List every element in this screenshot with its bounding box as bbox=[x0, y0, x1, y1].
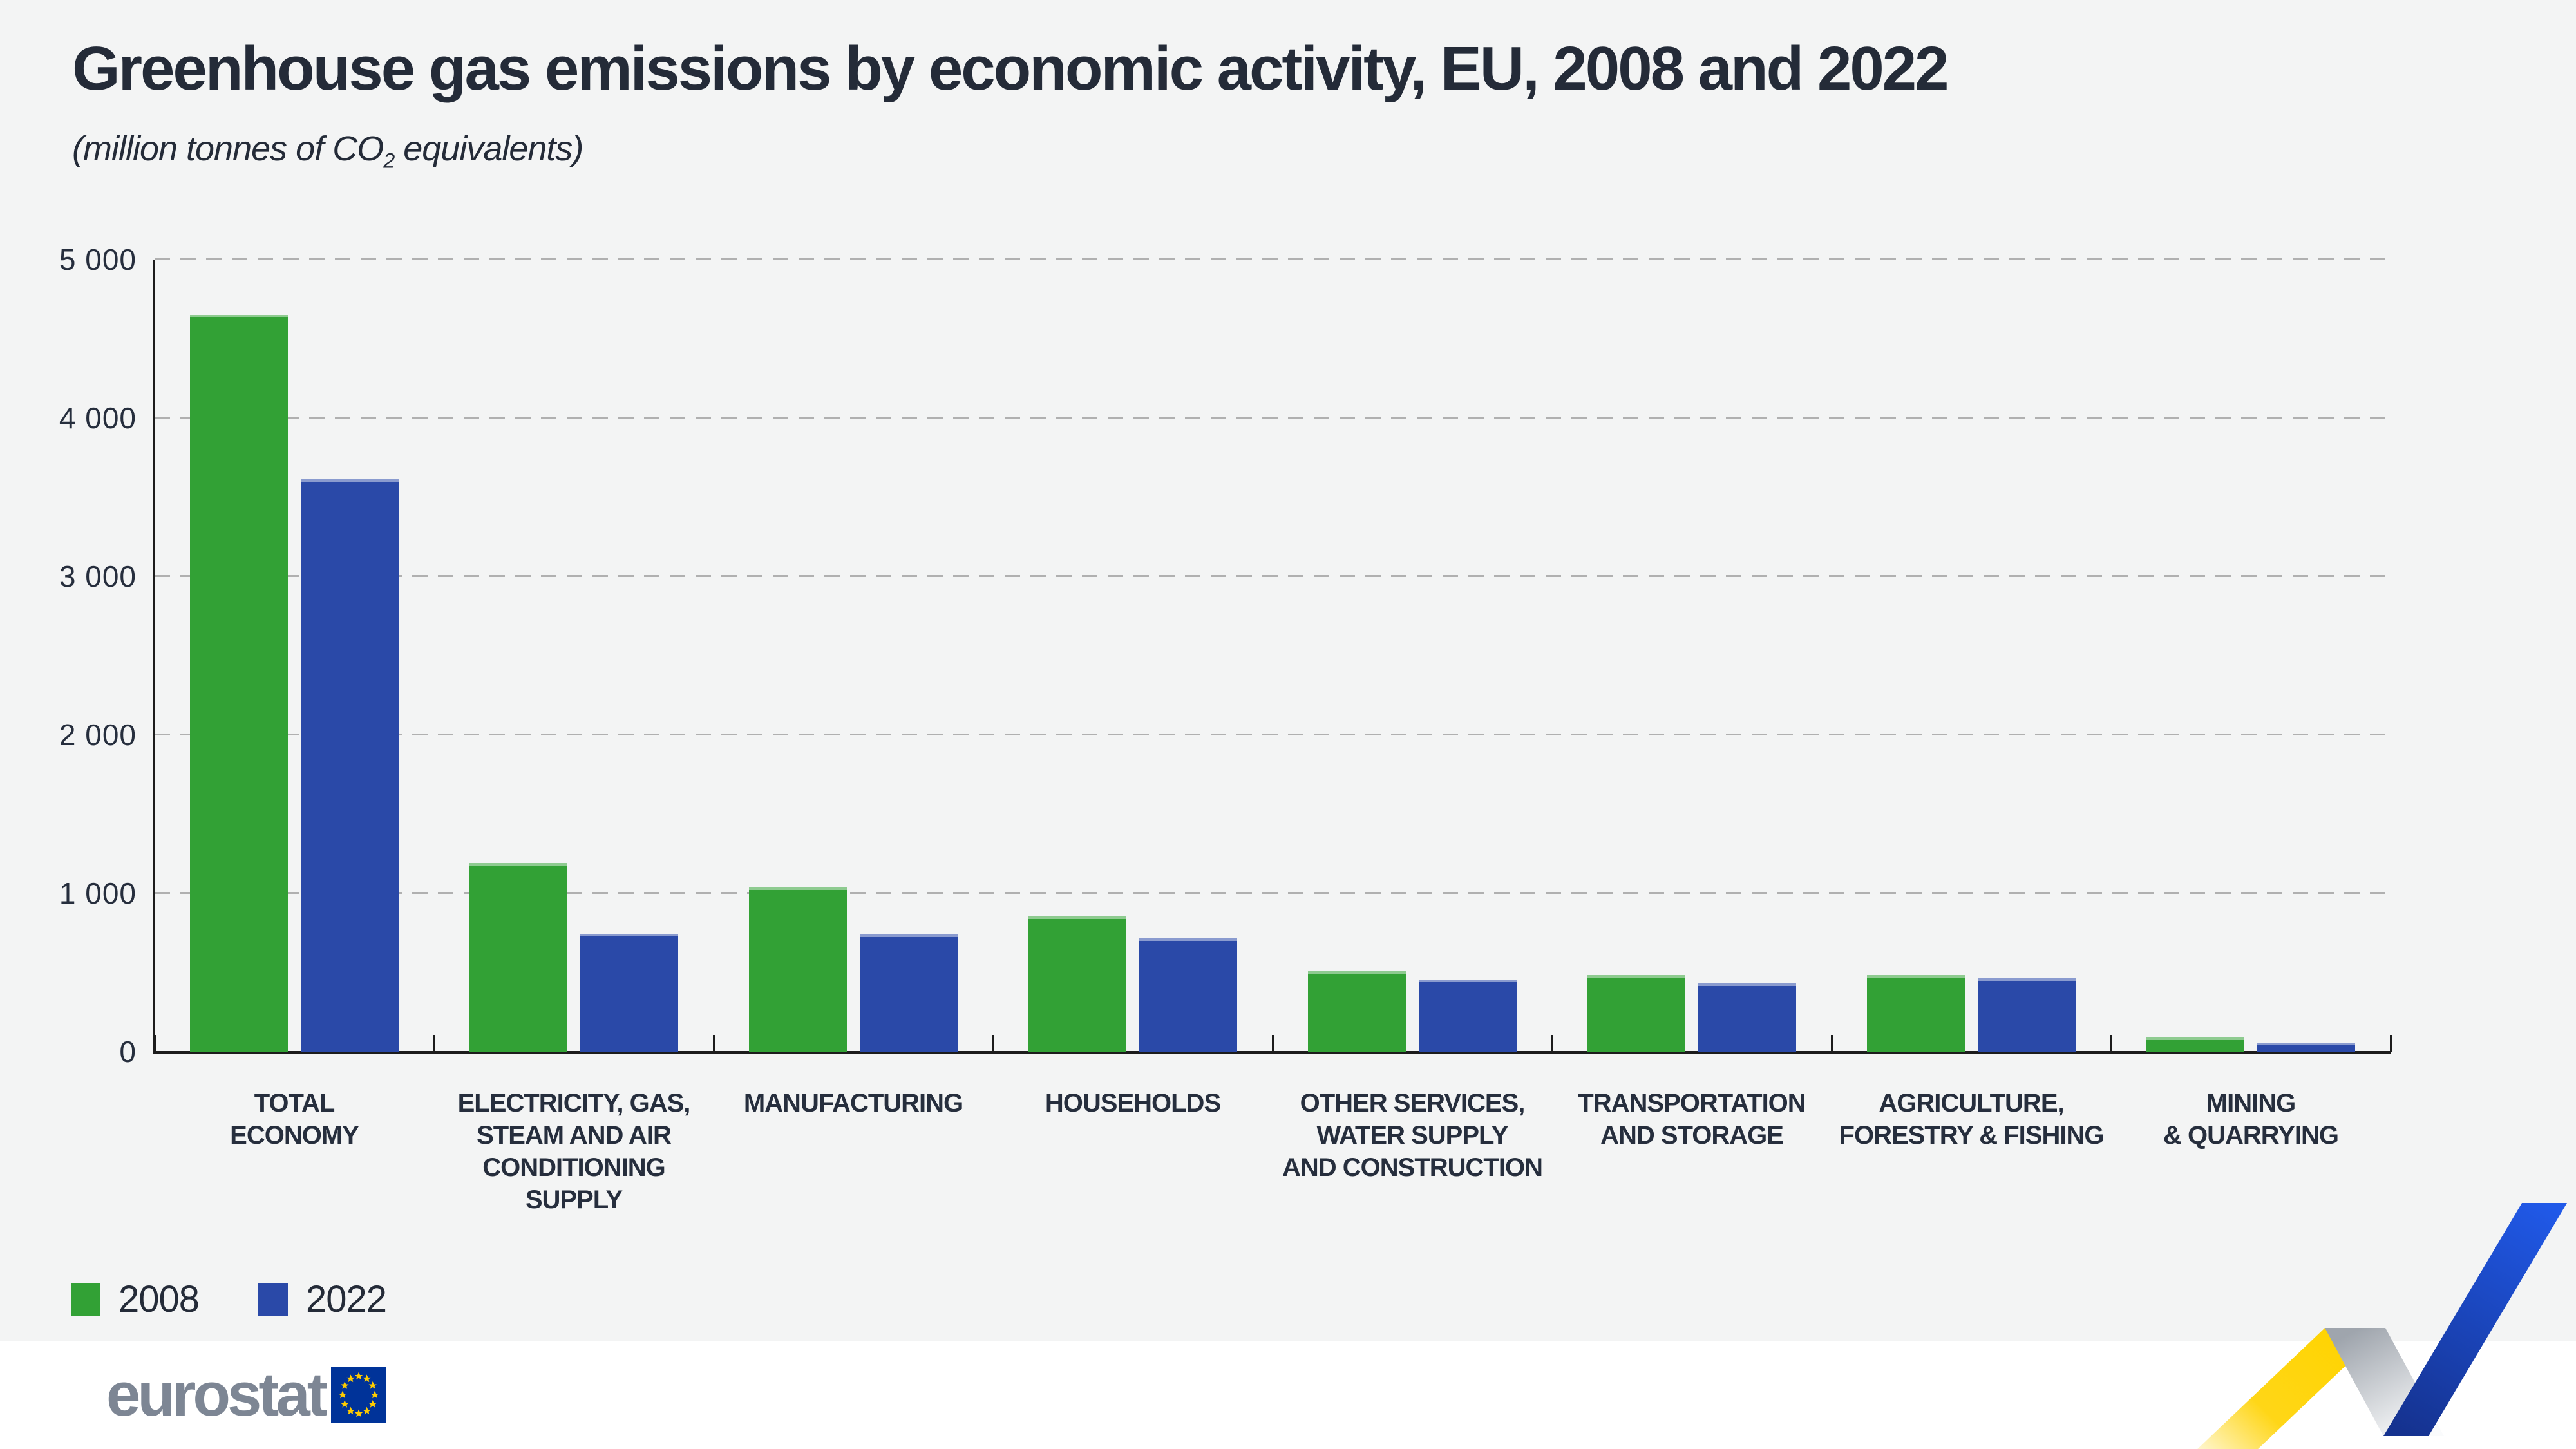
x-axis-tick bbox=[1272, 1035, 1274, 1052]
x-category-label: MINING & QUARRYING bbox=[2163, 1089, 2339, 1150]
bar-2022 bbox=[1978, 978, 2076, 1052]
page-subtitle: (million tonnes of CO2 equivalents) bbox=[72, 129, 583, 173]
x-category-label: OTHER SERVICES, WATER SUPPLY AND CONSTRUCT… bbox=[1282, 1089, 1543, 1182]
footer: eurostat bbox=[0, 1341, 2576, 1449]
y-tick-label: 1 000 bbox=[59, 876, 137, 910]
eu-flag-star bbox=[340, 1381, 349, 1389]
bar-2022 bbox=[1419, 980, 1517, 1052]
bar-group bbox=[2111, 260, 2391, 1052]
bar-2022 bbox=[2257, 1043, 2355, 1052]
x-category-label: ELECTRICITY, GAS, STEAM AND AIR CONDITIONI… bbox=[457, 1089, 691, 1214]
x-axis-tick bbox=[1551, 1035, 1553, 1052]
x-category-label: HOUSEHOLDS bbox=[1045, 1089, 1221, 1117]
x-category-label: AGRICULTURE, FORESTRY & FISHING bbox=[1839, 1089, 2105, 1150]
x-axis-tick bbox=[2110, 1035, 2112, 1052]
bar-2022 bbox=[1139, 938, 1237, 1052]
y-tick-label: 5 000 bbox=[59, 243, 137, 276]
y-tick-label: 0 bbox=[119, 1035, 137, 1068]
plot-area bbox=[153, 258, 2392, 1054]
bar-group bbox=[1832, 260, 2111, 1052]
bar-2008 bbox=[1028, 916, 1126, 1052]
eu-flag-star bbox=[363, 1374, 371, 1383]
legend-item-2008: 2008 bbox=[71, 1278, 200, 1321]
page-title: Greenhouse gas emissions by economic act… bbox=[72, 34, 1949, 103]
y-axis-labels: 0 1 000 2 000 3 000 4 000 5 000 bbox=[14, 243, 137, 1068]
bar-group bbox=[434, 260, 714, 1052]
legend-label: 2022 bbox=[306, 1278, 387, 1320]
x-axis-tick bbox=[2390, 1035, 2392, 1052]
bar-2022 bbox=[580, 933, 678, 1052]
bar-2008 bbox=[1308, 971, 1406, 1052]
y-tick-label: 4 000 bbox=[59, 401, 137, 435]
bar-group bbox=[1552, 260, 1832, 1052]
eurostat-ribbon-graphic bbox=[2197, 1203, 2567, 1449]
gridline bbox=[155, 258, 2391, 260]
eu-flag-star bbox=[368, 1381, 377, 1389]
gridline bbox=[155, 892, 2391, 894]
legend-item-2022: 2022 bbox=[258, 1278, 387, 1321]
subtitle-suffix: equivalents) bbox=[394, 129, 583, 168]
bar-2008 bbox=[2146, 1037, 2244, 1052]
x-category-label: TRANSPORTATION AND STORAGE bbox=[1578, 1089, 1806, 1150]
eu-flag-star bbox=[370, 1390, 379, 1399]
eu-flag-star bbox=[340, 1400, 349, 1408]
legend-label: 2008 bbox=[118, 1278, 200, 1320]
bar-2008 bbox=[1587, 974, 1685, 1052]
subtitle-prefix: (million tonnes of CO bbox=[72, 129, 384, 168]
x-category-label: MANUFACTURING bbox=[743, 1089, 963, 1117]
eu-flag-star bbox=[354, 1409, 363, 1417]
eu-flag-star bbox=[346, 1374, 355, 1383]
bar-group bbox=[714, 260, 993, 1052]
eurostat-logo: eurostat bbox=[106, 1360, 386, 1429]
subtitle-subscript: 2 bbox=[383, 149, 395, 173]
eu-flag-star bbox=[368, 1400, 377, 1408]
eu-flag-star bbox=[363, 1406, 371, 1415]
eu-flag-star bbox=[346, 1406, 355, 1415]
x-axis-tick bbox=[154, 1035, 156, 1052]
x-axis-tick bbox=[992, 1035, 994, 1052]
eu-flag-star bbox=[338, 1390, 346, 1399]
bar-2008 bbox=[469, 863, 567, 1052]
x-axis-tick bbox=[1831, 1035, 1833, 1052]
gridline bbox=[155, 734, 2391, 735]
legend-swatch bbox=[71, 1283, 100, 1316]
bar-2022 bbox=[1698, 983, 1796, 1052]
chart-background bbox=[0, 0, 2576, 1341]
bar-2008 bbox=[749, 887, 847, 1052]
bar-2008 bbox=[190, 315, 288, 1052]
bar-group bbox=[155, 260, 434, 1052]
gridline bbox=[155, 417, 2391, 419]
eurostat-logo-text: eurostat bbox=[106, 1360, 328, 1429]
legend: 2008 2022 bbox=[71, 1278, 426, 1321]
x-category-label: TOTAL ECONOMY bbox=[230, 1089, 359, 1150]
y-tick-label: 3 000 bbox=[59, 560, 137, 593]
bar-2022 bbox=[301, 478, 399, 1052]
eu-flag-icon bbox=[330, 1367, 386, 1423]
y-tick-label: 2 000 bbox=[59, 718, 137, 752]
eu-flag-star bbox=[354, 1372, 363, 1380]
bar-2022 bbox=[860, 934, 958, 1052]
gridline bbox=[155, 575, 2391, 577]
legend-swatch bbox=[258, 1283, 289, 1316]
x-axis-tick bbox=[713, 1035, 715, 1052]
bar-group bbox=[1273, 260, 1552, 1052]
y-axis-line bbox=[153, 260, 155, 1052]
bar-group bbox=[993, 260, 1273, 1052]
x-axis-tick bbox=[433, 1035, 435, 1052]
x-axis-line bbox=[153, 1051, 2391, 1054]
bar-2008 bbox=[1867, 974, 1965, 1052]
